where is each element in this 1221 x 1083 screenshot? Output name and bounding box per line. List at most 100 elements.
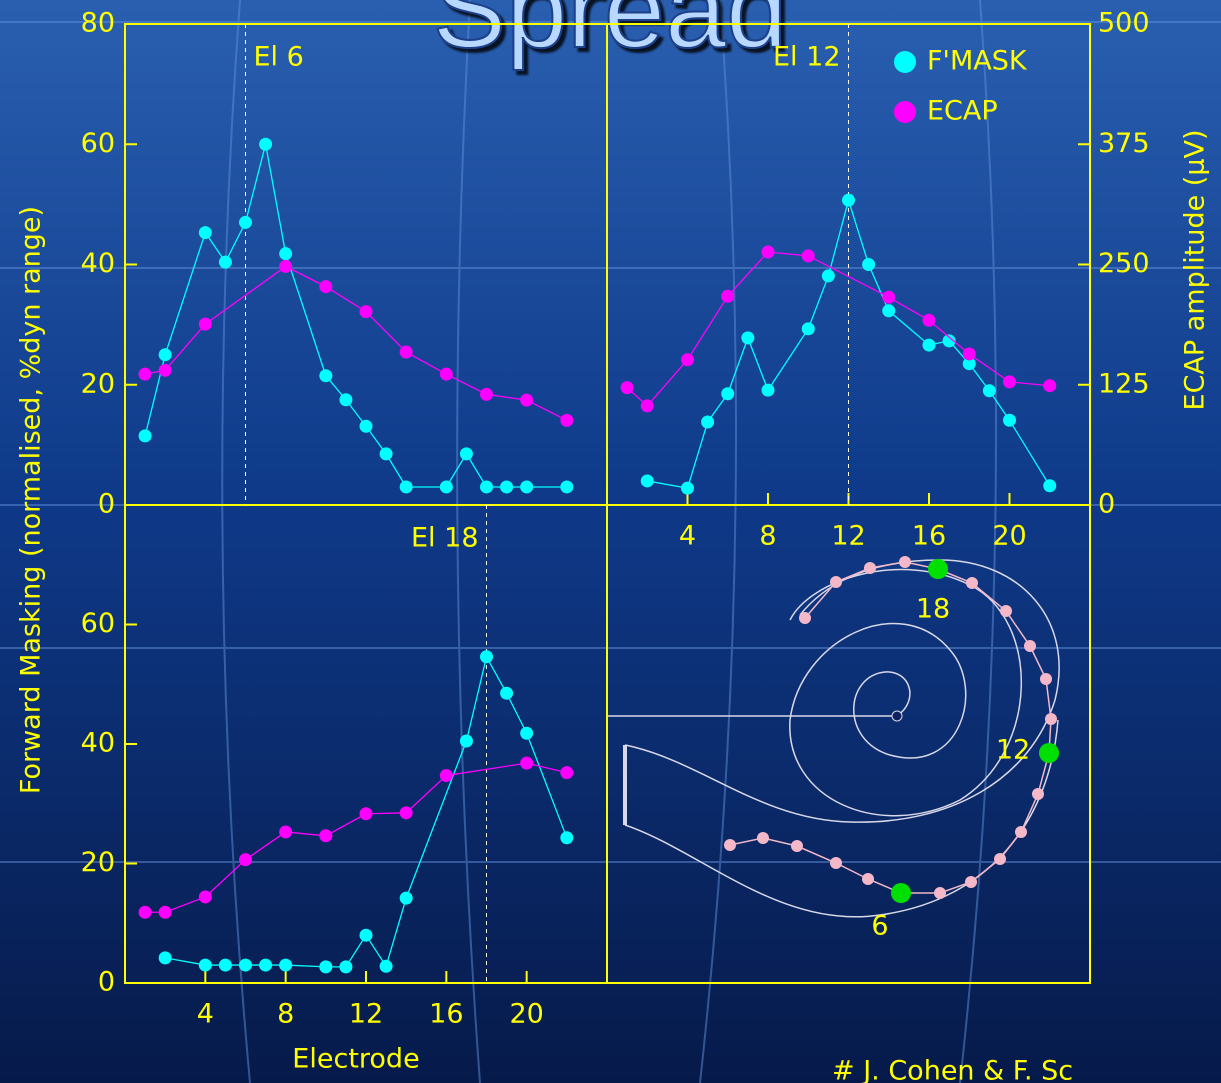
data-point <box>158 363 172 377</box>
y2-tick-label: 500 <box>1098 8 1150 39</box>
data-point <box>842 193 855 207</box>
data-point <box>218 958 232 972</box>
data-point <box>239 853 252 867</box>
data-point <box>158 348 172 362</box>
data-point <box>480 387 493 401</box>
data-point <box>560 831 574 845</box>
stimulus-label: El 6 <box>254 42 304 73</box>
y2-tick-label: 250 <box>1098 248 1150 279</box>
diagram-label: 6 <box>871 911 888 942</box>
x-tick-label: 20 <box>992 521 1026 552</box>
x-tick-label: 16 <box>429 999 463 1030</box>
y-tick-label: 20 <box>81 847 115 878</box>
data-point <box>239 215 252 229</box>
data-point <box>620 381 634 395</box>
footer: # J. Cohen & F. Sc <box>832 1056 1073 1083</box>
x-tick-label: 4 <box>197 999 214 1030</box>
data-point <box>862 258 876 271</box>
data-point <box>500 480 514 494</box>
data-point <box>520 480 534 494</box>
data-point <box>640 474 654 488</box>
y-tick-label: 40 <box>81 728 115 759</box>
data-point <box>279 259 293 273</box>
y-tick-label: 60 <box>81 128 115 159</box>
legend-marker <box>894 51 916 73</box>
data-point <box>198 958 212 972</box>
data-point <box>922 338 936 352</box>
data-point <box>821 269 835 283</box>
data-point <box>339 960 353 974</box>
y-tick-label: 0 <box>98 967 115 998</box>
y2-tick-label: 0 <box>1098 489 1115 520</box>
data-point <box>279 958 293 972</box>
data-point <box>1043 379 1057 393</box>
data-point <box>138 905 152 919</box>
x-tick-label: 8 <box>277 999 294 1030</box>
data-point <box>962 347 976 361</box>
data-point <box>480 480 493 494</box>
stimulus-label: El 18 <box>411 523 479 554</box>
y-tick-label: 60 <box>81 608 115 639</box>
data-point <box>459 447 473 461</box>
legend-marker <box>894 101 916 123</box>
data-point <box>721 289 735 303</box>
data-point <box>359 928 373 942</box>
data-point <box>741 331 755 345</box>
x-tick-label: 8 <box>759 521 776 552</box>
data-point <box>500 686 514 700</box>
y-tick-label: 40 <box>81 248 115 279</box>
data-point <box>399 345 413 359</box>
data-point <box>399 891 413 905</box>
data-point <box>319 280 333 294</box>
data-point <box>158 951 172 965</box>
data-point <box>279 247 293 261</box>
data-point <box>439 367 453 381</box>
data-point <box>520 393 534 407</box>
x-axis-label: Electrode <box>292 1044 419 1075</box>
data-point <box>801 322 815 336</box>
data-point <box>198 890 212 904</box>
data-point <box>439 769 453 783</box>
data-point <box>942 334 956 348</box>
data-point <box>962 357 976 371</box>
data-point <box>701 415 715 429</box>
data-point <box>339 393 353 407</box>
data-point <box>459 734 473 748</box>
data-point <box>379 959 393 973</box>
data-point <box>761 383 775 397</box>
data-point <box>239 958 252 972</box>
data-point <box>279 825 293 839</box>
data-point <box>560 413 574 427</box>
x-tick-label: 12 <box>831 521 865 552</box>
data-point <box>681 481 694 495</box>
data-point <box>801 249 815 263</box>
data-point <box>681 353 694 367</box>
y-tick-label: 0 <box>98 489 115 520</box>
data-point <box>359 305 373 319</box>
data-point <box>721 387 735 401</box>
legend-label: F'MASK <box>927 46 1028 77</box>
diagram-label: 12 <box>996 735 1030 766</box>
data-point <box>1003 375 1016 389</box>
x-tick-label: 20 <box>509 999 543 1030</box>
data-point <box>1043 479 1057 493</box>
data-point <box>158 905 172 919</box>
data-point <box>138 367 152 381</box>
data-point <box>761 245 775 259</box>
data-point <box>259 137 273 151</box>
data-point <box>1003 413 1016 427</box>
x-tick-label: 12 <box>349 999 383 1030</box>
data-point <box>138 429 152 443</box>
data-point <box>319 960 333 974</box>
data-point <box>319 369 333 383</box>
data-point <box>218 255 232 269</box>
x-tick-label: 4 <box>679 521 696 552</box>
data-point <box>520 726 534 740</box>
data-point <box>922 313 936 327</box>
y2-tick-label: 125 <box>1098 368 1150 399</box>
data-point <box>379 447 393 461</box>
data-point <box>640 399 654 413</box>
